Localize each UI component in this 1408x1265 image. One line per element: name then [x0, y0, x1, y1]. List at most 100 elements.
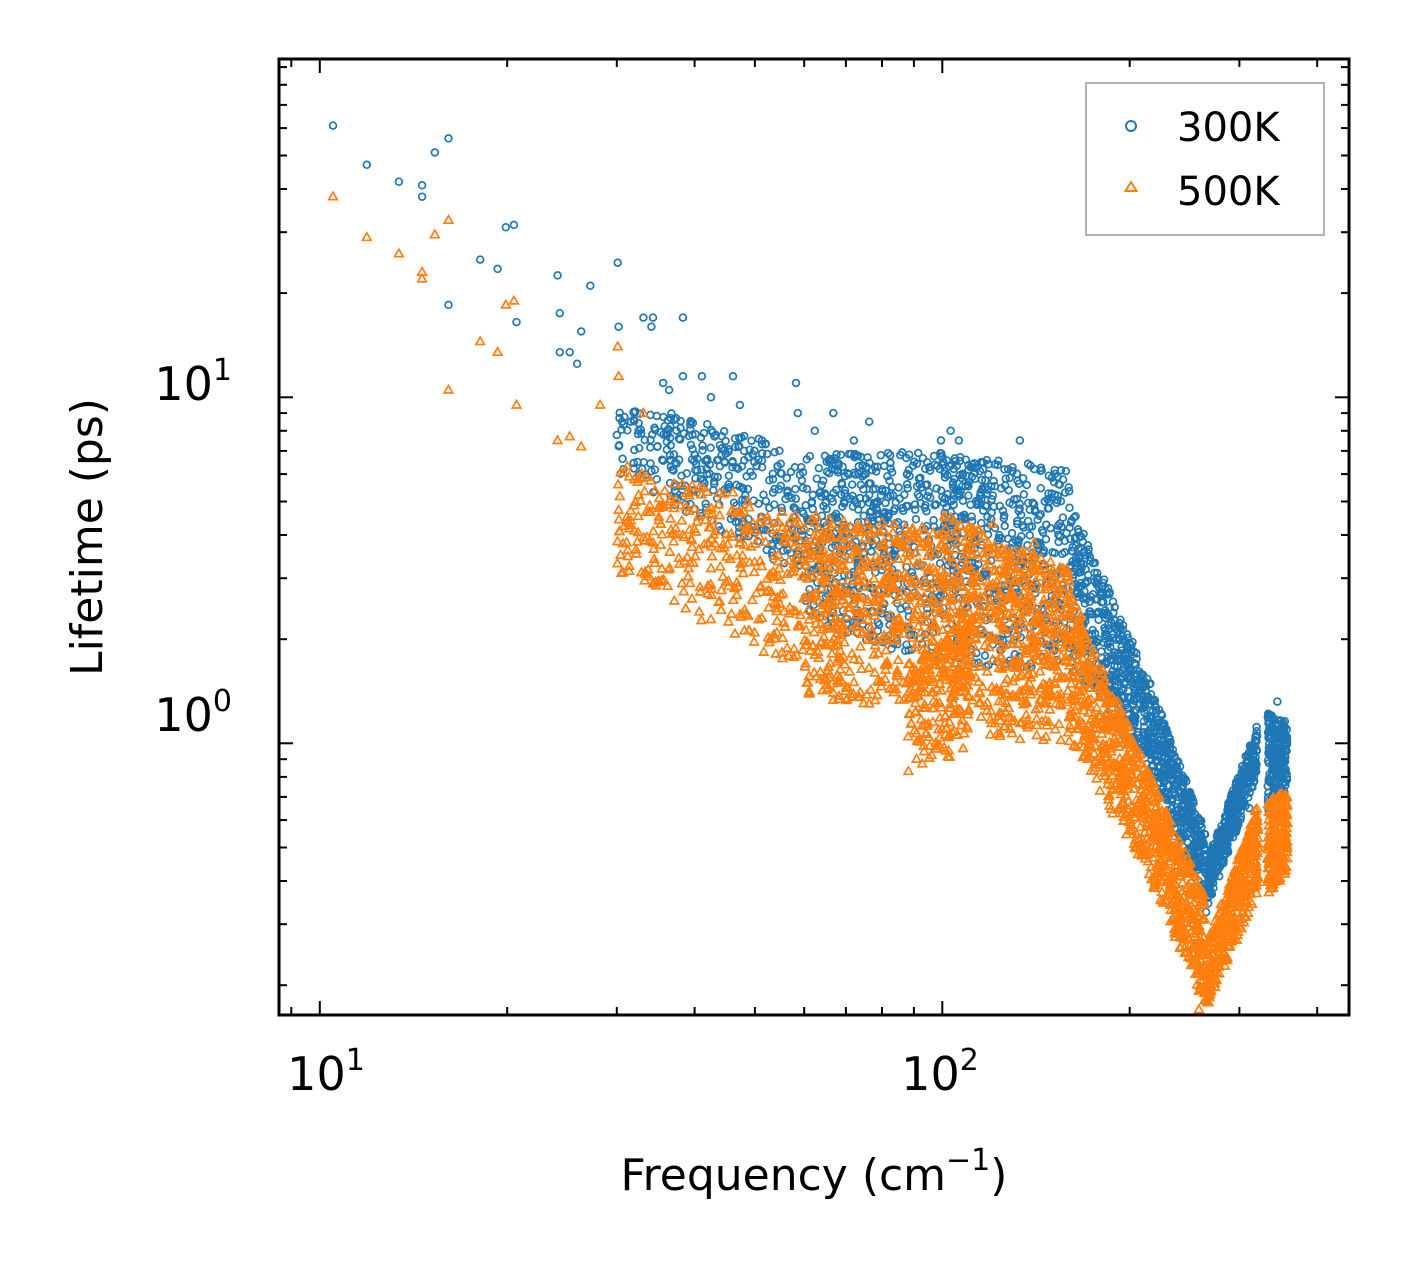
series-500K-point [737, 567, 749, 578]
series-500K-point [856, 626, 869, 637]
series-500K-point [963, 703, 975, 714]
series-300K-point [1269, 750, 1278, 759]
series-300K-point [1146, 679, 1155, 688]
series-500K-point [939, 510, 951, 521]
series-500K-point [1014, 597, 1026, 609]
series-500K-point [857, 575, 869, 586]
series-500K-point [990, 632, 1003, 643]
series-300K-point [613, 258, 622, 267]
series-500K-point [850, 603, 862, 614]
series-300K-point [572, 359, 582, 369]
series-500K-point [1062, 684, 1074, 696]
series-300K-point [687, 455, 697, 464]
series-500K-point [972, 606, 984, 617]
series-500K-point [1124, 768, 1136, 779]
series-300K-point [1113, 627, 1123, 636]
series-500K-point [908, 724, 921, 735]
series-300K-point [797, 476, 807, 485]
series-300K-point [1236, 794, 1246, 804]
series-300K-point [922, 506, 931, 516]
series-500K-point [944, 635, 956, 646]
series-500K-point [787, 528, 799, 539]
series-500K-point [928, 547, 941, 558]
series-300K-point [936, 436, 946, 445]
series-300K-point [836, 450, 846, 460]
series-500K-point [1034, 693, 1046, 704]
series-500K-point [819, 599, 831, 610]
series-500K-point [1074, 618, 1086, 629]
series-500K-point [715, 604, 727, 615]
series-500K-point [879, 546, 892, 557]
series-300K-point [1187, 824, 1196, 833]
series-300K-point [362, 160, 372, 170]
series-300K-point [1159, 745, 1168, 755]
series-500K-point [992, 588, 1005, 599]
series-500K-point [1078, 729, 1091, 740]
series-300K-point [1282, 775, 1292, 784]
series-500K-point [861, 523, 874, 534]
series-500K-point [954, 519, 967, 530]
series-500K-point [963, 649, 976, 660]
series-500K-point [1126, 824, 1138, 835]
series-300K-point [1129, 682, 1139, 691]
series-300K-point [868, 512, 878, 522]
series-500K-point [855, 591, 867, 602]
series-500K-point [1025, 580, 1038, 591]
series-500K-point [1128, 841, 1141, 852]
series-500K-point [887, 681, 899, 692]
series-300K-point [1153, 722, 1162, 732]
series-500K-point [994, 730, 1006, 741]
series-300K-point [709, 477, 719, 486]
series-500K-point [877, 578, 889, 589]
series-500K-point [892, 552, 905, 563]
series-300K-point [958, 496, 968, 505]
series-500K-point [1016, 659, 1028, 670]
series-300K-point [850, 449, 860, 459]
series-500K-point [992, 709, 1005, 721]
series-500K-point [921, 626, 934, 637]
series-500K-point [657, 500, 669, 512]
series-300K-point [775, 446, 784, 456]
series-300K-point [966, 462, 975, 472]
series-500K-point [844, 520, 857, 532]
series-300K-point [820, 451, 830, 461]
series-300K-point [964, 491, 973, 500]
series-300K-point [1011, 536, 1021, 545]
series-500K-point [1014, 717, 1026, 728]
series-500K-point [873, 603, 885, 614]
series-500K-point [1094, 683, 1106, 694]
series-300K-point [1169, 785, 1179, 794]
series-500K-point [712, 498, 725, 509]
series-500K-point [623, 564, 635, 576]
series-300K-point [1064, 487, 1074, 496]
series-500K-point [1072, 678, 1085, 689]
series-300K-point [929, 451, 939, 461]
series-500K-point [995, 649, 1007, 660]
series-300K-point [1111, 669, 1120, 679]
series-300K-point [739, 484, 748, 494]
series-500K-point [872, 593, 884, 604]
series-500K-point [946, 670, 958, 681]
series-500K-point [623, 522, 636, 533]
series-500K-point [639, 565, 651, 576]
series-500K-point [1038, 687, 1051, 698]
series-300K-point [964, 460, 973, 470]
series-300K-point [999, 511, 1009, 520]
series-300K-point [974, 559, 983, 569]
series-500K-point [869, 666, 881, 677]
series-300K-point [977, 518, 986, 528]
series-500K-point [996, 662, 1008, 673]
series-500K-point [621, 510, 633, 521]
series-300K-point [648, 313, 658, 322]
series-500K-point [975, 710, 987, 721]
series-500K-point [903, 549, 915, 560]
series-300K-point [912, 482, 922, 491]
series-500K-point [999, 720, 1011, 731]
series-500K-point [1007, 689, 1019, 700]
series-500K-point [908, 527, 920, 538]
series-500K-point [768, 596, 781, 607]
series-300K-point [1007, 529, 1017, 538]
series-300K-point [677, 471, 686, 481]
series-300K-point [998, 506, 1008, 515]
